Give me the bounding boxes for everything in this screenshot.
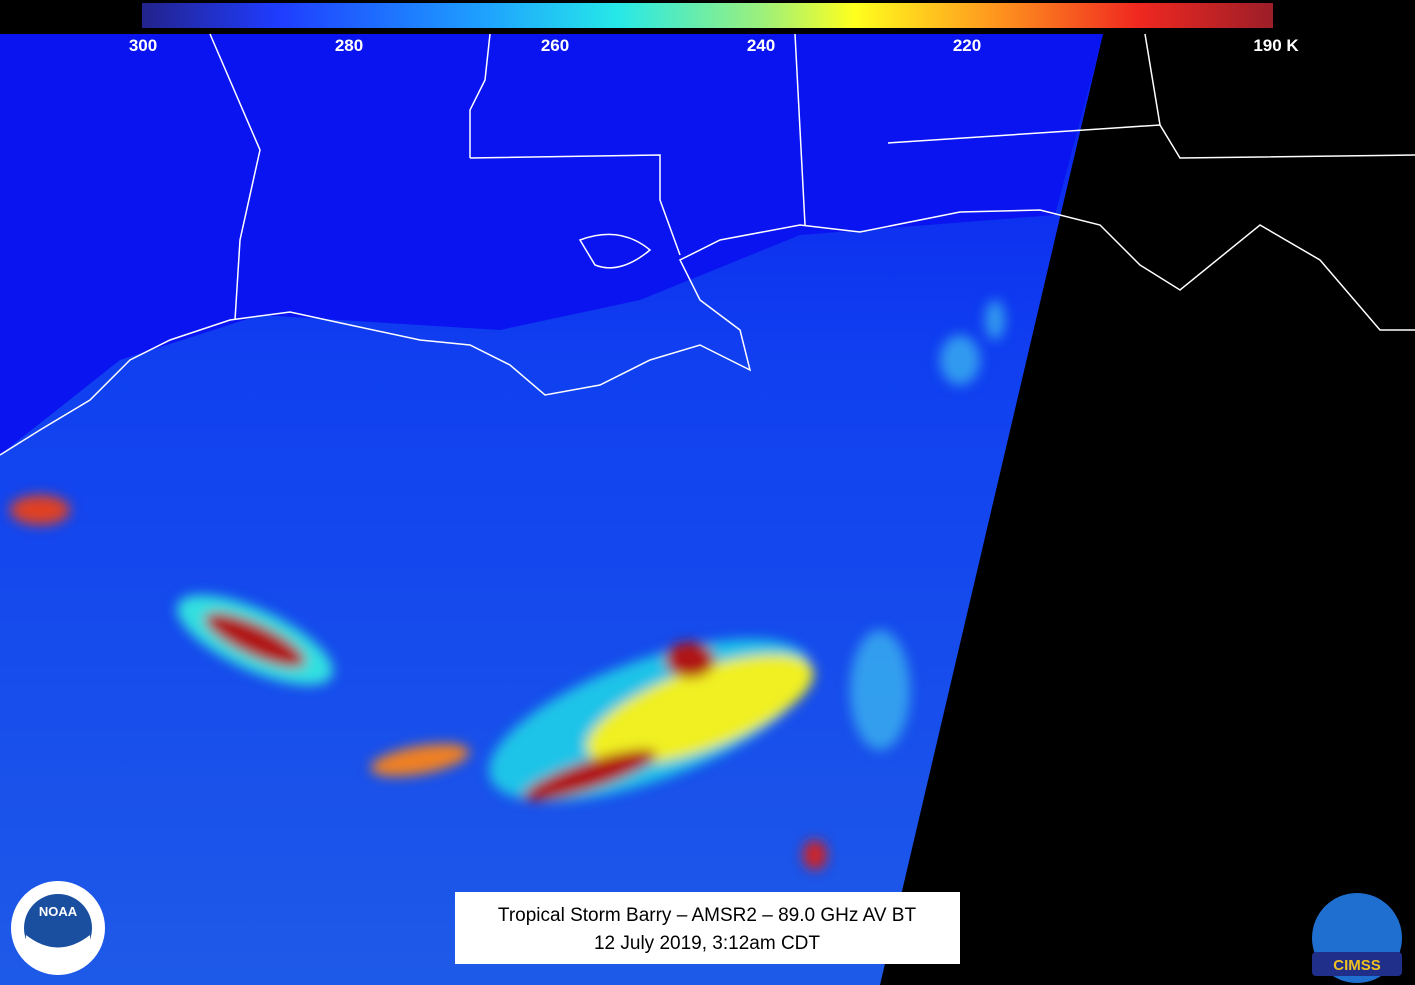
caption-box [455, 892, 960, 964]
caption-title: Tropical Storm Barry – AMSR2 – 89.0 GHz … [498, 905, 917, 926]
colorbar-tick-label: 300 [129, 36, 157, 55]
colorbar [142, 3, 1273, 28]
cimss-text: CIMSS [1333, 957, 1381, 974]
coastline [0, 33, 1415, 456]
caption-date: 12 July 2019, 3:12am CDT [594, 933, 820, 954]
noaa-text: NOAA [39, 904, 78, 919]
storm [10, 300, 1005, 870]
colorbar-tick-label: 260 [541, 36, 569, 55]
colorbar-tick-label: 190 K [1253, 36, 1299, 55]
land [0, 34, 1103, 455]
colorbar-tick-label: 280 [335, 36, 363, 55]
noaa-logo: NOAA [11, 881, 105, 975]
cimss-logo: CIMSS [1312, 893, 1402, 983]
colorbar-tick-label: 240 [747, 36, 775, 55]
colorbar-tick-label: 220 [953, 36, 981, 55]
